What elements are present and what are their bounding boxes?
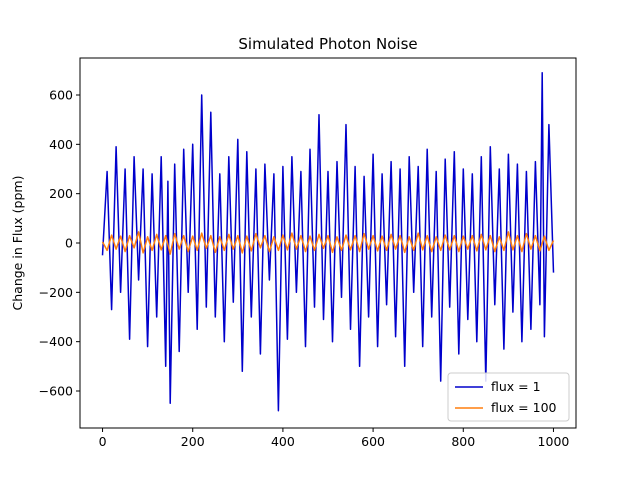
series-layer (101, 72, 555, 412)
y-tick-label: −600 (39, 384, 73, 399)
x-tick-label: 600 (361, 434, 385, 449)
y-tick-label: 200 (49, 186, 73, 201)
y-tick-label: 0 (65, 236, 73, 251)
x-tick-label: 1000 (538, 434, 570, 449)
y-tick-label: −200 (39, 285, 73, 300)
legend-label-flux-100: flux = 100 (491, 400, 557, 415)
y-axis-label: Change in Flux (ppm) (10, 176, 25, 311)
series-line-flux-100 (101, 231, 555, 255)
series-line-flux-1 (101, 72, 555, 412)
x-tick-label: 400 (271, 434, 295, 449)
y-tick-label: 600 (49, 88, 73, 103)
x-axis-ticks: 0 200 400 600 800 1000 (99, 428, 570, 449)
chart-title: Simulated Photon Noise (238, 35, 417, 53)
x-tick-label: 800 (451, 434, 475, 449)
y-tick-label: 400 (49, 137, 73, 152)
y-tick-label: −400 (39, 334, 73, 349)
x-tick-label: 0 (99, 434, 107, 449)
legend: flux = 1 flux = 100 (447, 372, 570, 422)
x-tick-label: 200 (181, 434, 205, 449)
legend-box (447, 372, 570, 422)
legend-label-flux-1: flux = 1 (491, 379, 541, 394)
y-axis-ticks: −600 −400 −200 0 200 400 600 (39, 88, 80, 399)
